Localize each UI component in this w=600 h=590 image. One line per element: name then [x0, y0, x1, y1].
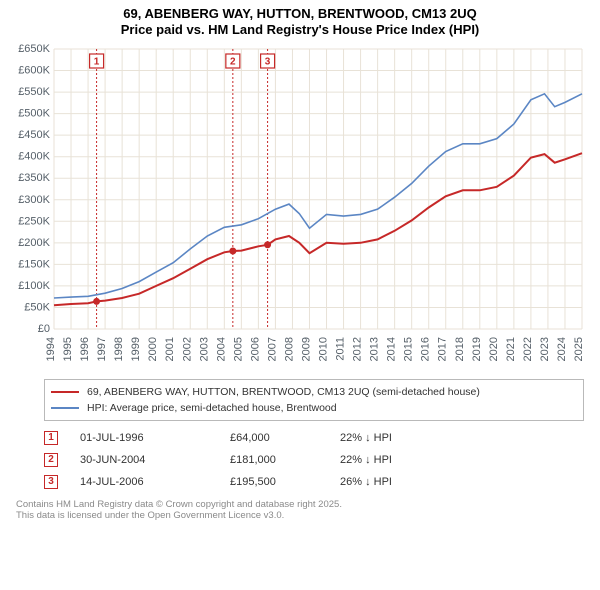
footer-line-2: This data is licensed under the Open Gov…: [16, 510, 584, 522]
x-tick-label: 2001: [164, 337, 176, 361]
sale-marker-dot: [229, 247, 236, 254]
y-tick-label: £400K: [18, 150, 50, 162]
chart-title-block: 69, ABENBERG WAY, HUTTON, BRENTWOOD, CM1…: [0, 0, 600, 41]
y-tick-label: £550K: [18, 86, 50, 98]
x-tick-label: 1998: [113, 337, 125, 361]
x-tick-label: 2007: [266, 337, 278, 361]
sale-marker-dot: [93, 297, 100, 304]
legend: 69, ABENBERG WAY, HUTTON, BRENTWOOD, CM1…: [44, 379, 584, 421]
sales-date: 14-JUL-2006: [80, 476, 230, 488]
x-tick-label: 2024: [556, 337, 568, 361]
x-tick-label: 2015: [403, 337, 415, 361]
x-tick-label: 2000: [147, 337, 159, 361]
sale-marker-num: 3: [265, 56, 271, 67]
x-tick-label: 2019: [471, 337, 483, 361]
y-tick-label: £50K: [24, 301, 50, 313]
x-tick-label: 2021: [505, 337, 517, 361]
y-tick-label: £0: [38, 323, 50, 335]
x-tick-label: 2002: [181, 337, 193, 361]
sales-price: £64,000: [230, 432, 340, 444]
y-tick-label: £450K: [18, 129, 50, 141]
x-tick-label: 2004: [215, 337, 227, 361]
sales-marker-box: 3: [44, 475, 58, 489]
price-chart-svg: £0 £50K £100K £150K £200K £250K £300K £350K £400…: [10, 43, 590, 373]
sale-marker-dot: [264, 241, 271, 248]
y-tick-label: £600K: [18, 64, 50, 76]
x-tick-label: 1999: [130, 337, 142, 361]
legend-label: HPI: Average price, semi-detached house,…: [87, 402, 337, 414]
chart-area: £0 £50K £100K £150K £200K £250K £300K £350K £400…: [10, 43, 590, 373]
x-tick-label: 2020: [488, 337, 500, 361]
title-line-2: Price paid vs. HM Land Registry's House …: [0, 22, 600, 38]
sales-pct: 26% ↓ HPI: [340, 476, 460, 488]
x-tick-label: 2025: [573, 337, 585, 361]
x-tick-label: 1994: [45, 337, 57, 361]
sales-price: £195,500: [230, 476, 340, 488]
y-tick-label: £150K: [18, 258, 50, 270]
x-tick-label: 2009: [300, 337, 312, 361]
y-tick-label: £650K: [18, 43, 50, 55]
x-tick-label: 2012: [352, 337, 364, 361]
footer-attribution: Contains HM Land Registry data © Crown c…: [16, 499, 584, 523]
x-tick-label: 2013: [369, 337, 381, 361]
sale-marker-num: 1: [94, 56, 100, 67]
legend-label: 69, ABENBERG WAY, HUTTON, BRENTWOOD, CM1…: [87, 386, 480, 398]
page-container: 69, ABENBERG WAY, HUTTON, BRENTWOOD, CM1…: [0, 0, 600, 590]
x-tick-label: 2022: [522, 337, 534, 361]
x-tick-label: 2010: [318, 337, 330, 361]
x-tick-label: 2023: [539, 337, 551, 361]
sales-row: 3 14-JUL-2006£195,50026% ↓ HPI: [44, 471, 584, 493]
sales-price: £181,000: [230, 454, 340, 466]
x-tick-label: 2016: [420, 337, 432, 361]
x-tick-label: 1997: [96, 337, 108, 361]
sales-pct: 22% ↓ HPI: [340, 432, 460, 444]
x-tick-label: 2018: [454, 337, 466, 361]
y-tick-label: £250K: [18, 215, 50, 227]
x-tick-label: 2003: [198, 337, 210, 361]
sales-date: 30-JUN-2004: [80, 454, 230, 466]
title-line-1: 69, ABENBERG WAY, HUTTON, BRENTWOOD, CM1…: [0, 6, 600, 22]
legend-row: 69, ABENBERG WAY, HUTTON, BRENTWOOD, CM1…: [51, 384, 577, 400]
x-tick-label: 2008: [283, 337, 295, 361]
sales-marker-box: 2: [44, 453, 58, 467]
footer-line-1: Contains HM Land Registry data © Crown c…: [16, 499, 584, 511]
y-tick-label: £350K: [18, 172, 50, 184]
sales-table: 1 01-JUL-1996£64,00022% ↓ HPI 2 30-JUN-2004…: [44, 427, 584, 493]
x-tick-label: 2011: [335, 337, 347, 361]
legend-swatch: [51, 407, 79, 409]
sales-row: 2 30-JUN-2004£181,00022% ↓ HPI: [44, 449, 584, 471]
x-tick-label: 2005: [232, 337, 244, 361]
sales-date: 01-JUL-1996: [80, 432, 230, 444]
legend-swatch: [51, 391, 79, 393]
sales-pct: 22% ↓ HPI: [340, 454, 460, 466]
legend-row: HPI: Average price, semi-detached house,…: [51, 400, 577, 416]
x-tick-label: 1996: [79, 337, 91, 361]
sales-row: 1 01-JUL-1996£64,00022% ↓ HPI: [44, 427, 584, 449]
sale-marker-num: 2: [230, 56, 236, 67]
y-tick-label: £500K: [18, 107, 50, 119]
x-tick-label: 2017: [437, 337, 449, 361]
x-tick-label: 2006: [249, 337, 261, 361]
y-tick-label: £300K: [18, 193, 50, 205]
sales-marker-box: 1: [44, 431, 58, 445]
y-tick-label: £200K: [18, 236, 50, 248]
y-tick-label: £100K: [18, 279, 50, 291]
x-tick-label: 1995: [62, 337, 74, 361]
x-tick-label: 2014: [386, 337, 398, 361]
